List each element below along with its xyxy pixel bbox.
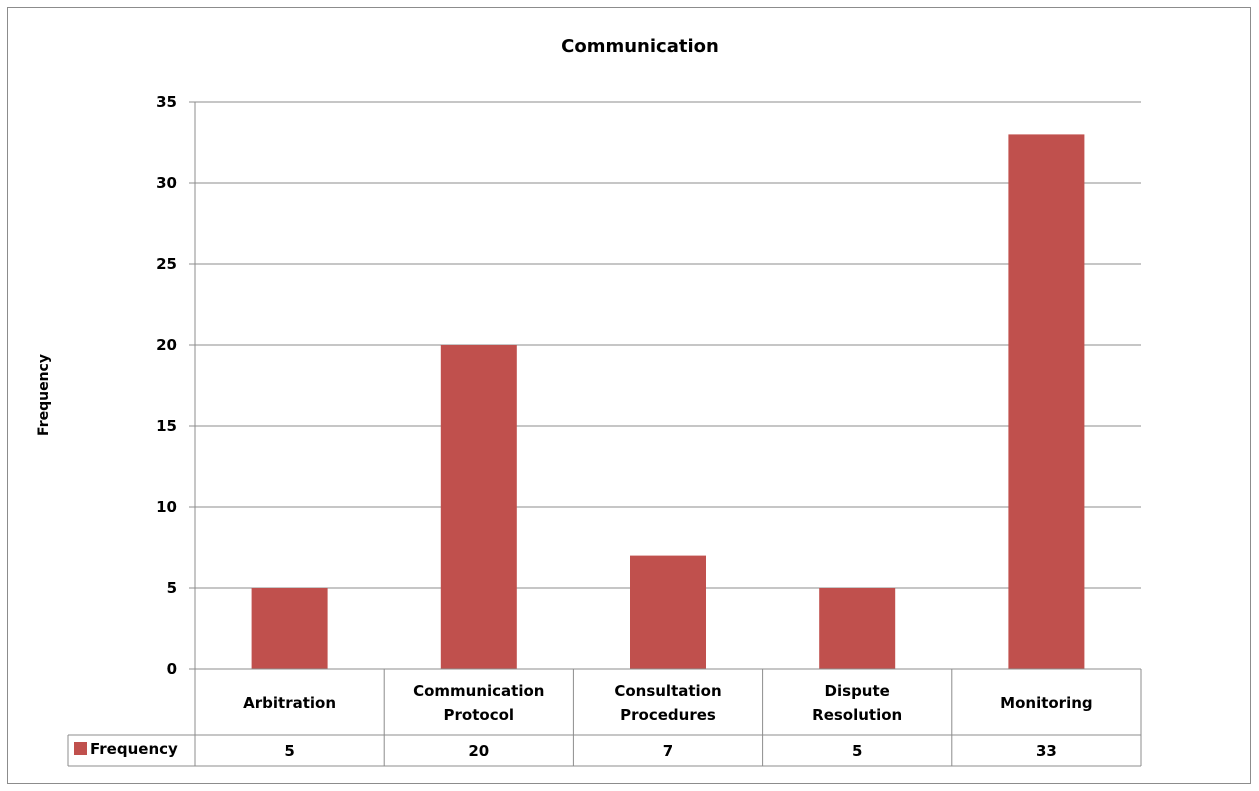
y-tick-label: 10 bbox=[156, 498, 177, 516]
category-label: Communication bbox=[413, 682, 544, 700]
bar bbox=[440, 345, 517, 669]
y-axis-label: Frequency bbox=[36, 354, 52, 436]
y-tick-label: 0 bbox=[167, 660, 177, 678]
y-tick-label: 35 bbox=[156, 93, 177, 111]
category-label: Resolution bbox=[812, 706, 902, 724]
bar bbox=[251, 588, 328, 669]
y-tick-label: 25 bbox=[156, 255, 177, 273]
data-value-label: 33 bbox=[1036, 742, 1057, 760]
category-label: Monitoring bbox=[1000, 694, 1092, 712]
bar bbox=[630, 555, 706, 669]
legend-swatch bbox=[74, 742, 87, 755]
data-value-label: 5 bbox=[284, 742, 294, 760]
y-tick-label: 20 bbox=[156, 336, 177, 354]
category-label: Arbitration bbox=[243, 694, 336, 712]
data-value-label: 7 bbox=[663, 742, 673, 760]
bar bbox=[819, 588, 896, 669]
category-label: Dispute bbox=[825, 682, 890, 700]
bar bbox=[1008, 134, 1085, 669]
data-value-label: 5 bbox=[852, 742, 862, 760]
data-value-label: 20 bbox=[468, 742, 489, 760]
data-table: Arbitration Communication Protocol Consulta… bbox=[67, 668, 1142, 767]
category-label: Procedures bbox=[620, 706, 716, 724]
y-tick-label: 15 bbox=[156, 417, 177, 435]
bars bbox=[251, 134, 1085, 669]
category-label: Protocol bbox=[444, 706, 515, 724]
legend-label: Frequency bbox=[90, 740, 178, 758]
y-tick-label: 30 bbox=[156, 174, 177, 192]
chart-title: Communication bbox=[561, 36, 719, 57]
y-tick-label: 5 bbox=[167, 579, 177, 597]
category-label: Consultation bbox=[614, 682, 721, 700]
